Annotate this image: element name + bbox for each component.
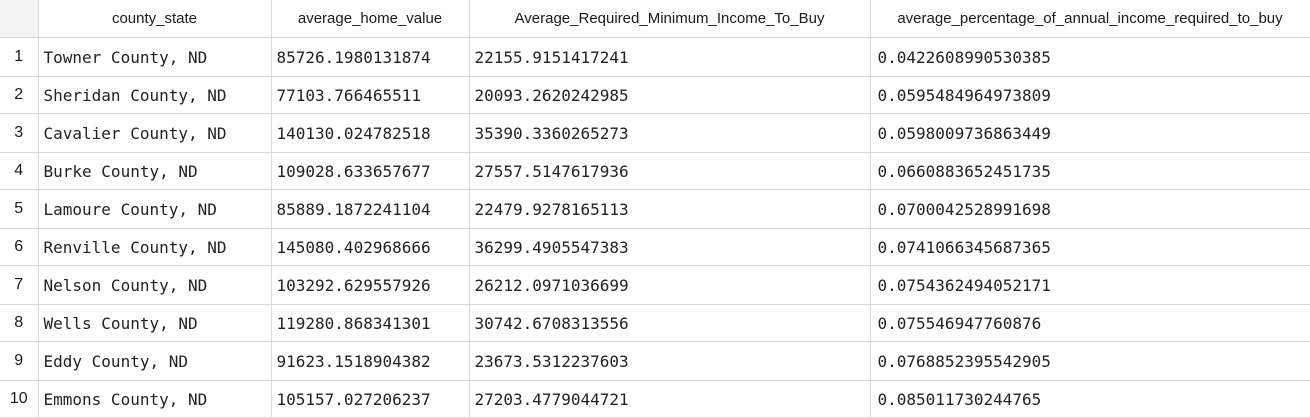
cell-average-home-value[interactable]: 109028.633657677: [271, 152, 470, 190]
cell-average-home-value[interactable]: 119280.868341301: [271, 304, 470, 342]
cell-average-home-value[interactable]: 105157.027206237: [271, 380, 470, 418]
column-header-average-home-value[interactable]: average_home_value: [271, 0, 470, 38]
cell-required-minimum-income[interactable]: 27557.5147617936: [469, 152, 871, 190]
row-index[interactable]: 3: [0, 113, 39, 153]
row-index[interactable]: 7: [0, 265, 39, 305]
table-row[interactable]: 10 Emmons County, ND 105157.027206237 27203…: [0, 380, 1310, 418]
cell-county-state[interactable]: Renville County, ND: [38, 228, 272, 266]
cell-average-home-value[interactable]: 140130.024782518: [271, 113, 470, 153]
cell-county-state[interactable]: Sheridan County, ND: [38, 76, 272, 114]
cell-county-state[interactable]: Wells County, ND: [38, 304, 272, 342]
cell-percentage-of-income[interactable]: 0.075546947760876: [870, 304, 1310, 342]
table-row[interactable]: 1 Towner County, ND 85726.1980131874 22155.…: [0, 37, 1310, 77]
cell-percentage-of-income[interactable]: 0.0660883652451735: [870, 152, 1310, 190]
cell-county-state[interactable]: Lamoure County, ND: [38, 189, 272, 229]
cell-required-minimum-income[interactable]: 26212.0971036699: [469, 265, 871, 305]
cell-average-home-value[interactable]: 91623.1518904382: [271, 341, 470, 381]
cell-required-minimum-income[interactable]: 36299.4905547383: [469, 228, 871, 266]
table-body: 1 Towner County, ND 85726.1980131874 22155.…: [0, 37, 1310, 418]
cell-county-state[interactable]: Emmons County, ND: [38, 380, 272, 418]
cell-required-minimum-income[interactable]: 22479.9278165113: [469, 189, 871, 229]
cell-percentage-of-income[interactable]: 0.085011730244765: [870, 380, 1310, 418]
table-row[interactable]: 5 Lamoure County, ND 85889.1872241104 22479…: [0, 189, 1310, 229]
cell-county-state[interactable]: Cavalier County, ND: [38, 113, 272, 153]
row-index[interactable]: 4: [0, 152, 39, 190]
row-index-header[interactable]: [0, 0, 39, 38]
table-row[interactable]: 4 Burke County, ND 109028.633657677 27557.5…: [0, 152, 1310, 190]
table-row[interactable]: 6 Renville County, ND 145080.402968666 3629…: [0, 228, 1310, 266]
table-row[interactable]: 3 Cavalier County, ND 140130.024782518 3539…: [0, 113, 1310, 153]
column-header-required-minimum-income[interactable]: Average_Required_Minimum_Income_To_Buy: [469, 0, 871, 38]
row-index[interactable]: 5: [0, 189, 39, 229]
cell-required-minimum-income[interactable]: 30742.6708313556: [469, 304, 871, 342]
row-index[interactable]: 8: [0, 304, 39, 342]
cell-percentage-of-income[interactable]: 0.0598009736863449: [870, 113, 1310, 153]
row-index[interactable]: 1: [0, 37, 39, 77]
column-header-percentage-of-income[interactable]: average_percentage_of_annual_income_requ…: [870, 0, 1310, 38]
column-header-county-state[interactable]: county_state: [38, 0, 272, 38]
cell-required-minimum-income[interactable]: 22155.9151417241: [469, 37, 871, 77]
cell-required-minimum-income[interactable]: 23673.5312237603: [469, 341, 871, 381]
row-index[interactable]: 9: [0, 341, 39, 381]
cell-percentage-of-income[interactable]: 0.0768852395542905: [870, 341, 1310, 381]
table-row[interactable]: 2 Sheridan County, ND 77103.766465511 20093…: [0, 76, 1310, 114]
cell-average-home-value[interactable]: 103292.629557926: [271, 265, 470, 305]
table-row[interactable]: 7 Nelson County, ND 103292.629557926 26212.…: [0, 265, 1310, 305]
header-row: county_state average_home_value Average_…: [0, 0, 1310, 38]
cell-average-home-value[interactable]: 85889.1872241104: [271, 189, 470, 229]
cell-required-minimum-income[interactable]: 20093.2620242985: [469, 76, 871, 114]
cell-county-state[interactable]: Eddy County, ND: [38, 341, 272, 381]
cell-percentage-of-income[interactable]: 0.0741066345687365: [870, 228, 1310, 266]
cell-county-state[interactable]: Nelson County, ND: [38, 265, 272, 305]
table-row[interactable]: 9 Eddy County, ND 91623.1518904382 23673.53…: [0, 341, 1310, 381]
row-index[interactable]: 6: [0, 228, 39, 266]
cell-average-home-value[interactable]: 145080.402968666: [271, 228, 470, 266]
cell-percentage-of-income[interactable]: 0.0422608990530385: [870, 37, 1310, 77]
table-row[interactable]: 8 Wells County, ND 119280.868341301 30742.6…: [0, 304, 1310, 342]
cell-required-minimum-income[interactable]: 35390.3360265273: [469, 113, 871, 153]
cell-percentage-of-income[interactable]: 0.0595484964973809: [870, 76, 1310, 114]
cell-percentage-of-income[interactable]: 0.0754362494052171: [870, 265, 1310, 305]
cell-county-state[interactable]: Towner County, ND: [38, 37, 272, 77]
cell-county-state[interactable]: Burke County, ND: [38, 152, 272, 190]
cell-average-home-value[interactable]: 85726.1980131874: [271, 37, 470, 77]
cell-required-minimum-income[interactable]: 27203.4779044721: [469, 380, 871, 418]
cell-average-home-value[interactable]: 77103.766465511: [271, 76, 470, 114]
row-index[interactable]: 10: [0, 380, 39, 418]
row-index[interactable]: 2: [0, 76, 39, 114]
cell-percentage-of-income[interactable]: 0.0700042528991698: [870, 189, 1310, 229]
